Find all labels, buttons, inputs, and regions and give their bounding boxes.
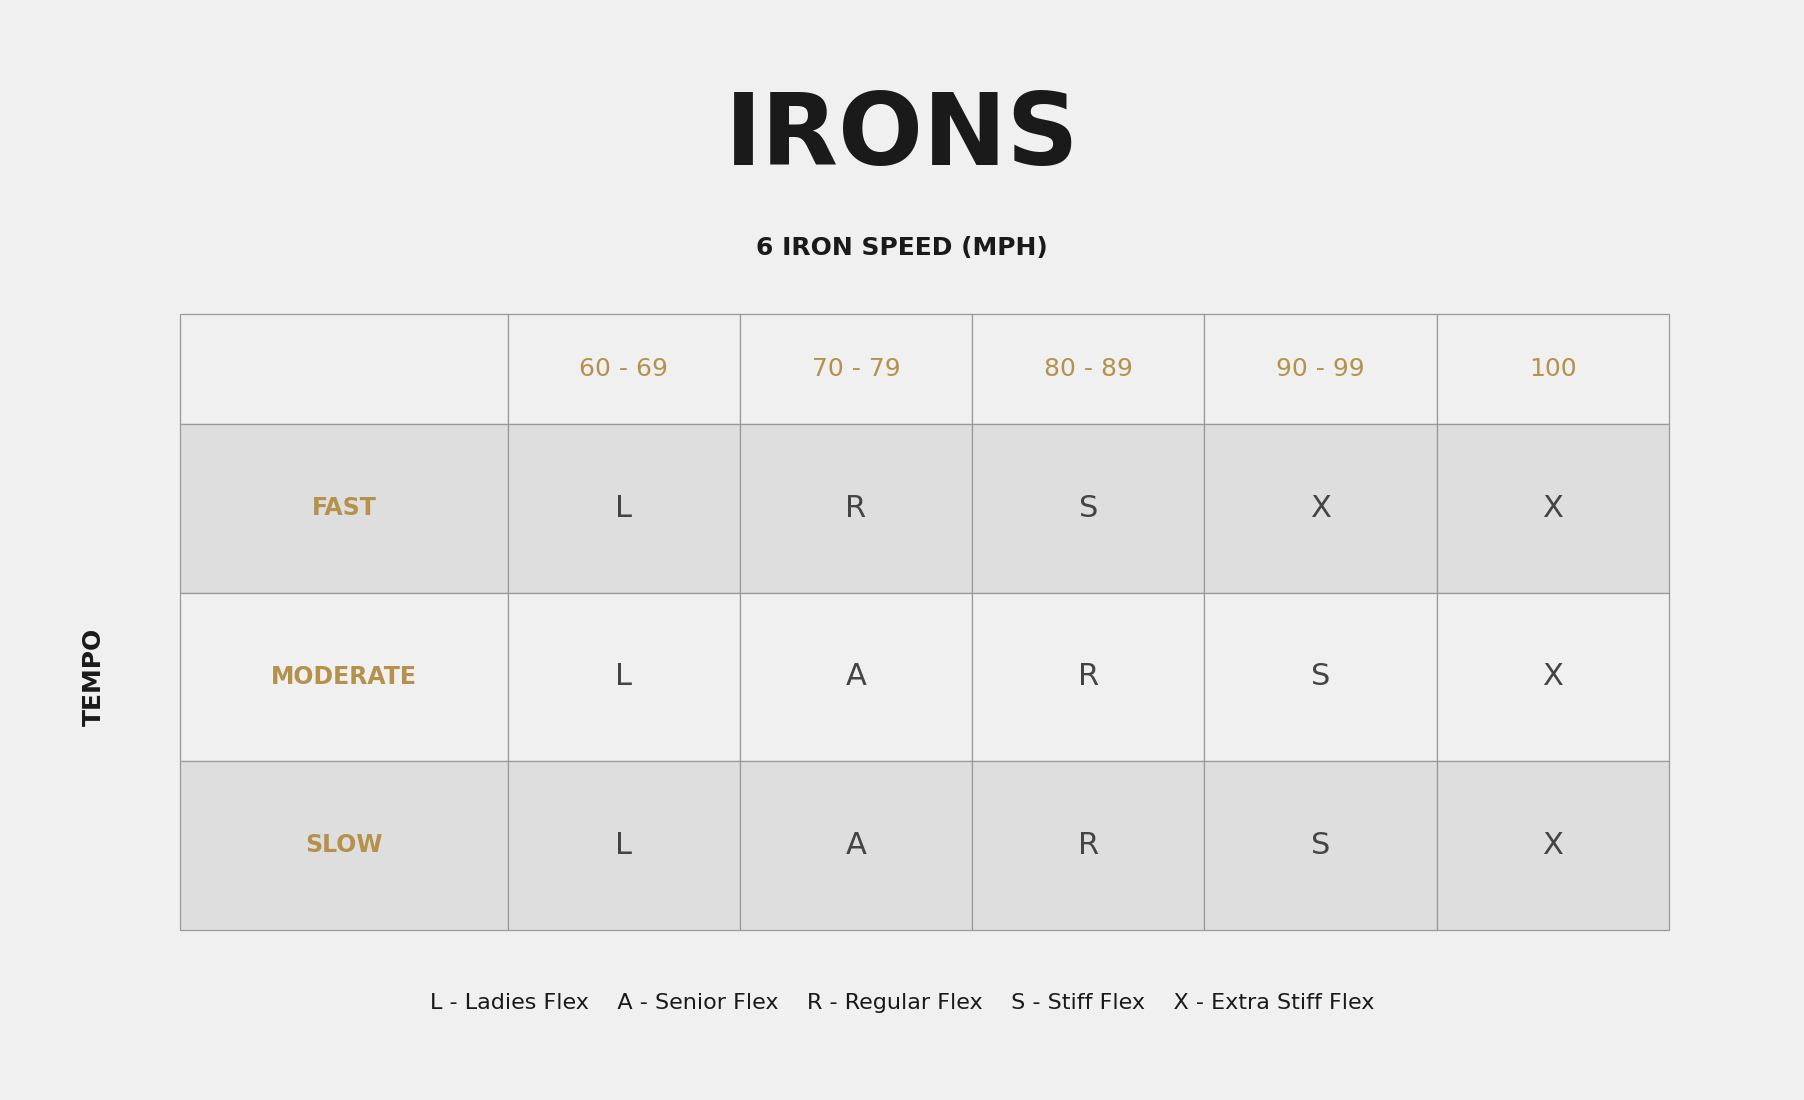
Text: 60 - 69: 60 - 69 <box>579 356 667 381</box>
Text: X: X <box>1310 494 1331 522</box>
Text: S: S <box>1312 662 1330 691</box>
Text: L - Ladies Flex    A - Senior Flex    R - Regular Flex    S - Stiff Flex    X - : L - Ladies Flex A - Senior Flex R - Regu… <box>429 993 1375 1013</box>
Text: R: R <box>1077 662 1099 691</box>
Text: 100: 100 <box>1528 356 1577 381</box>
Text: FAST: FAST <box>312 496 377 520</box>
Text: SLOW: SLOW <box>305 834 382 857</box>
Text: L: L <box>615 662 633 691</box>
Text: MODERATE: MODERATE <box>271 664 417 689</box>
Text: R: R <box>846 494 866 522</box>
Text: A: A <box>846 662 866 691</box>
Text: A: A <box>846 830 866 860</box>
Text: R: R <box>1077 830 1099 860</box>
Text: S: S <box>1079 494 1099 522</box>
Text: 90 - 99: 90 - 99 <box>1275 356 1366 381</box>
Text: S: S <box>1312 830 1330 860</box>
Text: X: X <box>1542 830 1562 860</box>
Text: 70 - 79: 70 - 79 <box>812 356 900 381</box>
Text: X: X <box>1542 662 1562 691</box>
Text: TEMPO: TEMPO <box>81 628 106 726</box>
Text: 6 IRON SPEED (MPH): 6 IRON SPEED (MPH) <box>756 235 1048 260</box>
Text: L: L <box>615 494 633 522</box>
Text: L: L <box>615 830 633 860</box>
Text: 80 - 89: 80 - 89 <box>1045 356 1133 381</box>
Text: IRONS: IRONS <box>725 89 1079 186</box>
Text: X: X <box>1542 494 1562 522</box>
